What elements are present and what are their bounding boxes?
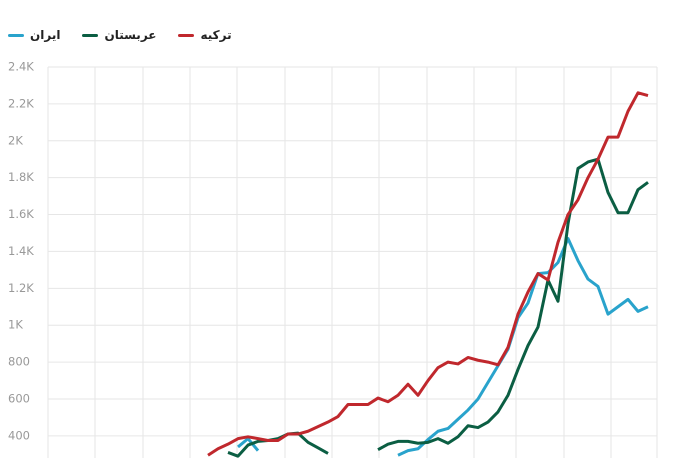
- y-tick-label: 2.2K: [8, 96, 34, 110]
- legend-item[interactable]: ایران: [8, 28, 60, 42]
- legend-swatch: [178, 33, 195, 37]
- y-tick-label: 600: [8, 391, 30, 405]
- y-tick-label: 1K: [8, 318, 23, 332]
- y-tick-label: 400: [8, 428, 30, 442]
- legend-label: ترکیه: [200, 28, 232, 42]
- y-tick-label: 1.4K: [8, 244, 34, 258]
- y-tick-label: 1.6K: [8, 207, 34, 221]
- y-tick-label: 800: [8, 355, 30, 369]
- series-line: [237, 237, 649, 457]
- legend: ایران عربستان ترکیه: [8, 28, 232, 42]
- legend-label: عربستان: [104, 28, 157, 42]
- series-line: [207, 91, 649, 457]
- legend-swatch: [82, 33, 99, 37]
- series-line: [227, 157, 649, 458]
- legend-item[interactable]: ترکیه: [178, 28, 232, 42]
- legend-swatch: [8, 33, 24, 37]
- legend-label: ایران: [30, 28, 61, 42]
- y-tick-label: 2.4K: [8, 60, 34, 74]
- y-tick-label: 1.2K: [8, 281, 34, 295]
- y-tick-label: 2K: [8, 133, 23, 147]
- y-tick-label: 1.8K: [8, 170, 34, 184]
- legend-item[interactable]: عربستان: [82, 28, 156, 42]
